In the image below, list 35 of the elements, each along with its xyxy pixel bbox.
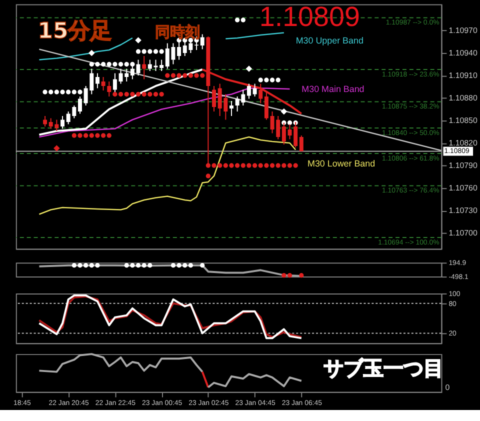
y-tick-label: 1.10880 <box>448 93 478 102</box>
series-label: M30 Main Band <box>302 84 364 94</box>
candlestick <box>246 83 251 100</box>
y-tick-label: 1.10850 <box>448 116 478 125</box>
candlestick <box>142 56 146 80</box>
series-label: M30 Upper Band <box>296 36 364 46</box>
candlestick <box>282 122 286 145</box>
text: 0 <box>445 382 450 392</box>
candlestick <box>229 100 234 116</box>
y-tick-label: 1.10700 <box>448 228 478 238</box>
candlestick <box>95 72 100 89</box>
candlestick <box>299 134 304 152</box>
y-tick-label: 1.10820 <box>448 138 478 148</box>
candlestick <box>78 96 82 114</box>
y-tick-label: 1.10970 <box>448 26 478 35</box>
candlestick <box>148 59 152 72</box>
y-tick-label: 1.10760 <box>448 183 478 192</box>
candlestick <box>101 76 106 91</box>
candlestick <box>212 85 216 112</box>
y-tick-label: 1.10910 <box>448 70 478 80</box>
candlestick <box>252 83 257 97</box>
series-label: M30 Lower Band <box>308 158 376 169</box>
y-tick-label: 1.10790 <box>448 160 478 170</box>
text: 同時刻 <box>155 23 200 42</box>
annotation: 1.10809 <box>259 1 360 32</box>
candlestick <box>60 115 64 130</box>
candlestick <box>258 83 263 104</box>
candlestick <box>160 59 164 72</box>
text: 15分足 <box>38 19 112 44</box>
annotation: サブ玉一つ目 <box>324 356 444 380</box>
y-tick-label: 1.10940 <box>448 48 478 58</box>
y-tick-label: 1.10730 <box>448 206 478 215</box>
candlestick <box>130 64 134 80</box>
candlestick <box>43 115 48 127</box>
candlestick <box>107 80 112 97</box>
